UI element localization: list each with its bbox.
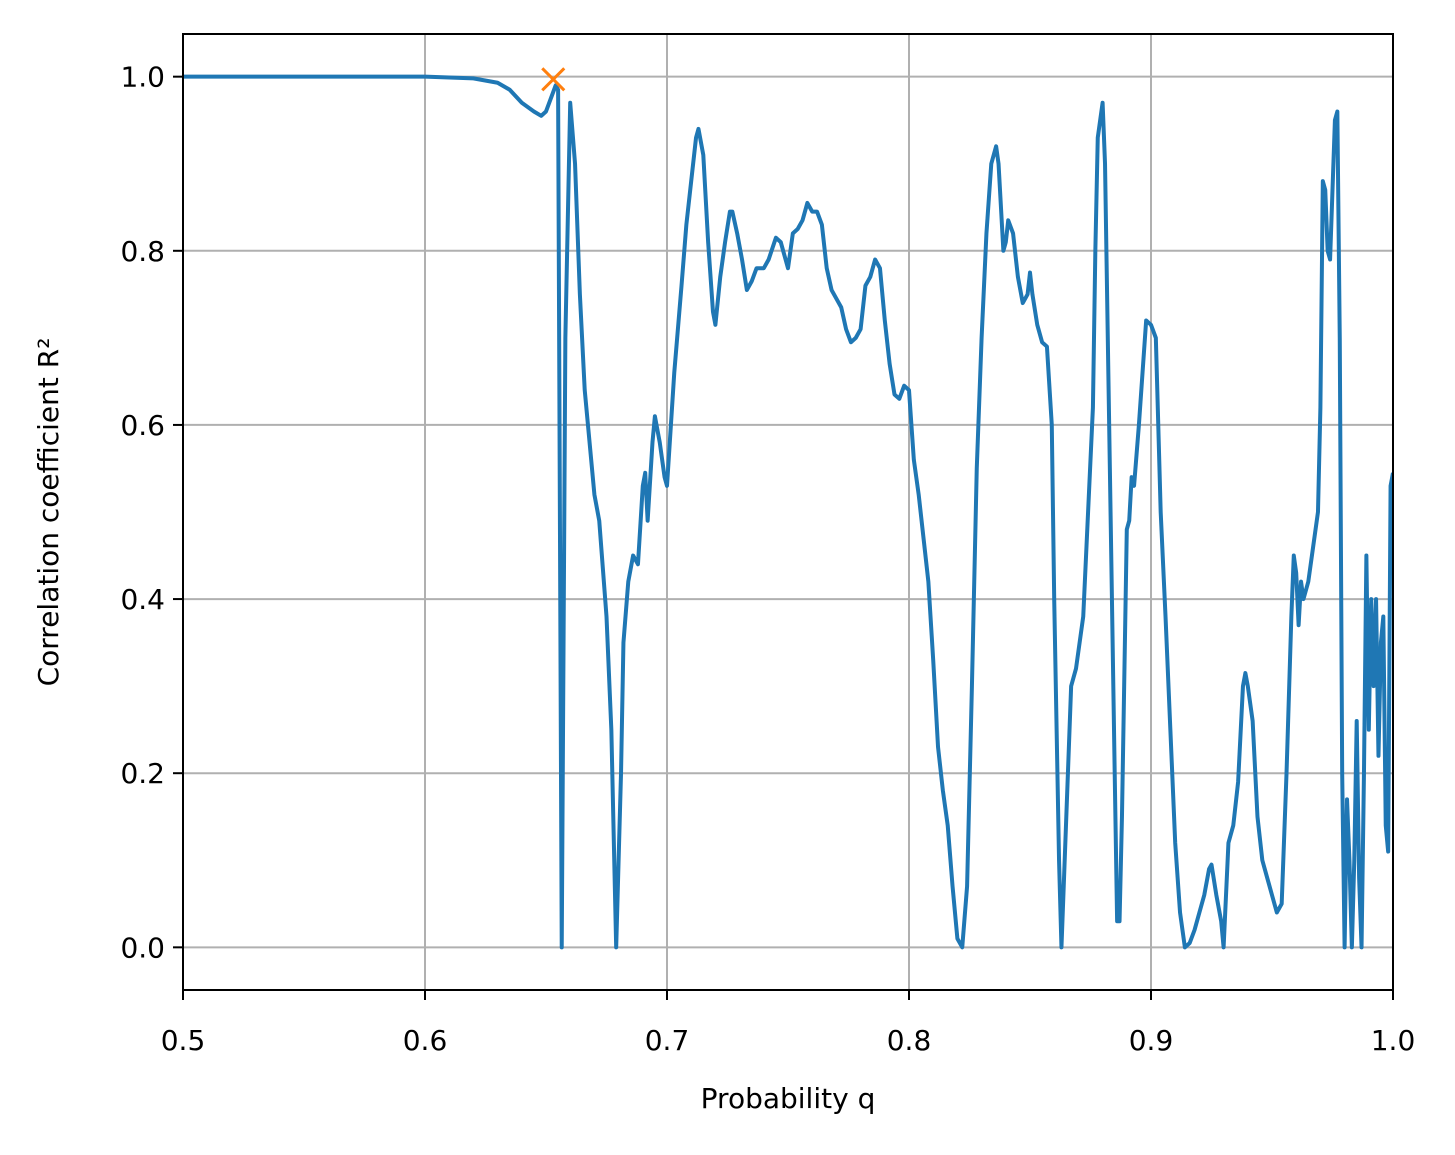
grid (182, 34, 1394, 990)
x-tick-label: 0.9 (1129, 1024, 1174, 1057)
plot-area (183, 74, 1393, 950)
y-tick-label: 0.0 (120, 931, 165, 964)
axes-frame (182, 33, 1394, 991)
x-tick-label: 0.6 (403, 1024, 448, 1057)
y-tick-label: 0.6 (120, 409, 165, 442)
x-tick-label: 0.8 (887, 1024, 932, 1057)
x-tick-label: 0.5 (161, 1024, 206, 1057)
max-marker (541, 67, 566, 92)
y-tick-label: 1.0 (120, 61, 165, 94)
x-axis-label: Probability q (701, 1082, 876, 1115)
ticks: 0.5 0.6 0.7 0.8 0.9 1.0 0.0 0.2 0.4 0.6 0.8 1.0 (120, 61, 1415, 1057)
line-series (183, 74, 1393, 950)
x-tick-label: 0.7 (645, 1024, 690, 1057)
y-tick-label: 0.4 (120, 583, 165, 616)
y-tick-label: 0.2 (120, 757, 165, 790)
y-axis-label: Correlation coefficient R² (32, 338, 65, 687)
y-tick-label: 0.8 (120, 235, 165, 268)
x-tick-label: 1.0 (1371, 1024, 1416, 1057)
